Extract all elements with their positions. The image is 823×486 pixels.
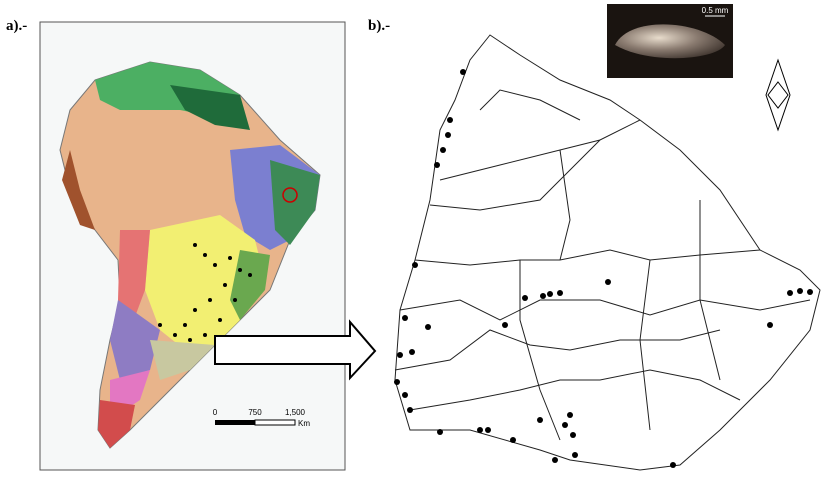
uruguay-map [394, 35, 820, 470]
scale-unit: Km [298, 419, 310, 428]
photo-scale: 0.5 mm [702, 6, 729, 15]
scale-label: 0 [213, 408, 218, 417]
panel-label: b).- [368, 18, 390, 34]
scale-label: 750 [248, 408, 262, 417]
panel-label: a).- [6, 18, 27, 34]
north-arrow [766, 60, 790, 130]
figure: a).- 0 750 1,500 Km b).- [0, 0, 823, 486]
scale-label: 1,500 [285, 408, 306, 417]
shell-photo: 0.5 mm [607, 4, 733, 78]
